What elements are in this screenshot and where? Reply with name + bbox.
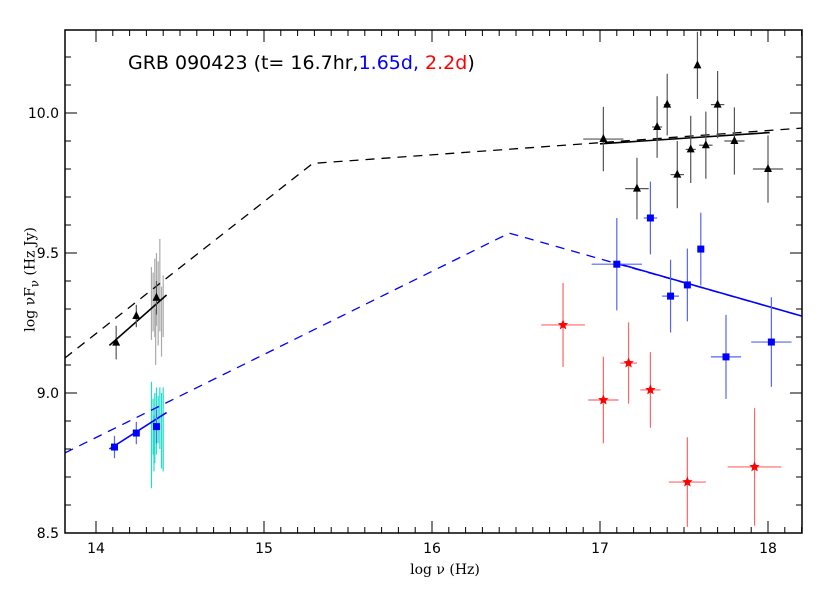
- data-point-triangle: [693, 60, 702, 69]
- y-label-sub: ν: [27, 280, 42, 288]
- x-axis-label: log ν (Hz): [410, 562, 480, 578]
- data-point-square: [132, 429, 140, 437]
- data-point-star: [682, 476, 693, 487]
- model-line: [599, 131, 770, 145]
- x-tick-label: 18: [759, 541, 777, 557]
- data-layer: [65, 31, 802, 527]
- y-tick-label: 10.0: [28, 106, 59, 122]
- y-label-unit: (Hz Jy): [22, 227, 39, 281]
- data-point-square: [683, 281, 691, 289]
- data-point-square: [667, 292, 675, 300]
- data-point-triangle: [686, 144, 695, 153]
- y-tick-label: 9.0: [37, 386, 59, 402]
- model-line: [619, 263, 802, 317]
- data-point-triangle: [132, 311, 141, 319]
- data-point-square: [646, 214, 654, 222]
- x-tick-label: 15: [255, 541, 273, 557]
- data-point-triangle: [632, 183, 641, 192]
- data-point-square: [152, 423, 160, 431]
- model-line: [65, 127, 802, 359]
- x-tick-label: 14: [87, 541, 105, 557]
- data-point-star: [598, 394, 609, 405]
- data-point-star: [557, 319, 569, 330]
- y-axis-label: log νFν (Hz Jy): [23, 199, 42, 359]
- title-part-2: 2.2d: [419, 52, 468, 74]
- model-line: [65, 232, 802, 454]
- title-part-1: 1.65d,: [358, 52, 419, 74]
- data-point-triangle: [673, 169, 682, 178]
- chart-title: GRB 090423 (t= 16.7hr,1.65d, 2.2d): [128, 52, 475, 74]
- data-point-triangle: [663, 99, 672, 108]
- x-tick-label: 17: [591, 541, 609, 557]
- data-point-triangle: [713, 99, 722, 108]
- data-point-triangle: [653, 122, 662, 130]
- data-point-square: [767, 338, 775, 346]
- data-point-triangle: [701, 140, 710, 149]
- y-label-main: log νF: [22, 287, 39, 332]
- y-tick-label: 9.5: [37, 246, 59, 262]
- title-part-0: GRB 090423 (t= 16.7hr,: [128, 52, 359, 74]
- x-tick-label: 16: [423, 541, 441, 557]
- data-point-triangle: [152, 292, 161, 301]
- data-point-square: [722, 353, 730, 361]
- data-point-star: [623, 357, 634, 368]
- data-point-triangle: [112, 337, 121, 346]
- y-tick-label: 8.5: [37, 526, 59, 542]
- data-point-triangle: [599, 134, 608, 143]
- data-point-triangle: [764, 164, 772, 172]
- title-part-3: ): [467, 52, 475, 74]
- data-point-star: [749, 461, 760, 472]
- data-point-triangle: [730, 136, 739, 144]
- data-point-square: [613, 260, 621, 268]
- data-point-square: [697, 245, 705, 253]
- data-point-square: [110, 443, 118, 451]
- plot-frame: [64, 29, 803, 534]
- data-point-star: [645, 384, 656, 395]
